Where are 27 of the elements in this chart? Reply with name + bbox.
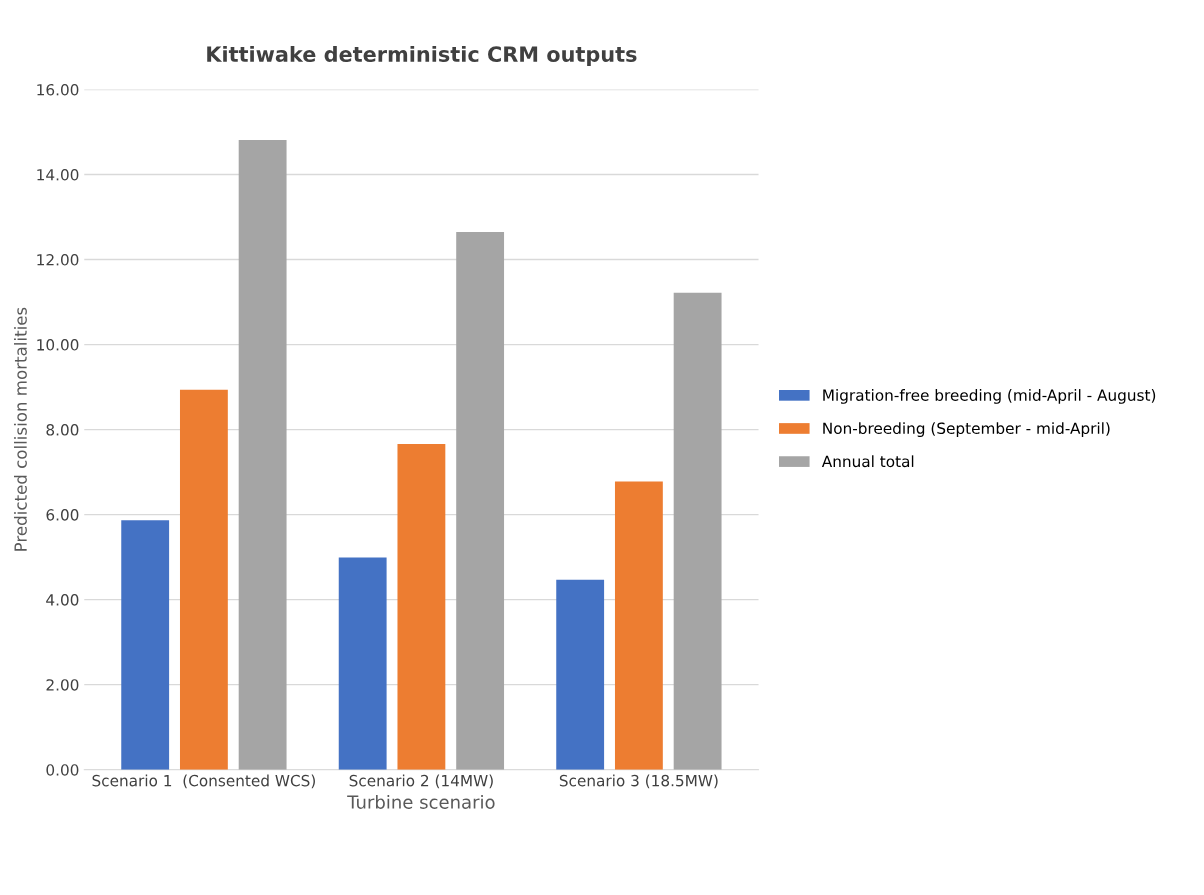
bar	[121, 520, 170, 770]
bar	[179, 389, 228, 770]
legend-label: Migration-free breeding (mid-April - August)	[823, 389, 1156, 404]
bar	[556, 579, 605, 770]
y-tick-label: 14.00	[37, 168, 79, 181]
legend-label: Non-breeding (September - mid-April)	[823, 422, 1110, 437]
x-axis-title: Turbine scenario	[347, 794, 495, 809]
y-tick-label: 2.00	[46, 679, 79, 691]
y-tick-label: 0.00	[46, 764, 79, 776]
y-axis-title: Predicted collision mortalities	[14, 307, 27, 551]
bar	[673, 292, 722, 770]
y-tick-label: 12.00	[37, 254, 79, 266]
bar	[614, 481, 663, 770]
x-tick-label: Scenario 1 (Consented WCS)	[92, 774, 315, 789]
y-tick-label: 4.00	[46, 594, 79, 606]
chart-title: Kittiwake deterministic CRM outputs	[207, 45, 637, 67]
y-tick-label: 6.00	[46, 509, 79, 521]
x-tick-label: Scenario 2 (14MW)	[349, 774, 493, 789]
bar	[456, 231, 505, 770]
x-tick-label: Scenario 3 (18.5MW)	[559, 774, 718, 789]
bar	[397, 444, 446, 770]
y-tick-label: 10.00	[37, 339, 79, 351]
y-tick-label: 8.00	[46, 424, 79, 436]
bar	[338, 557, 387, 770]
bar	[238, 140, 287, 770]
legend-label: Annual total	[821, 455, 914, 468]
y-tick-label: 16.00	[37, 83, 79, 96]
